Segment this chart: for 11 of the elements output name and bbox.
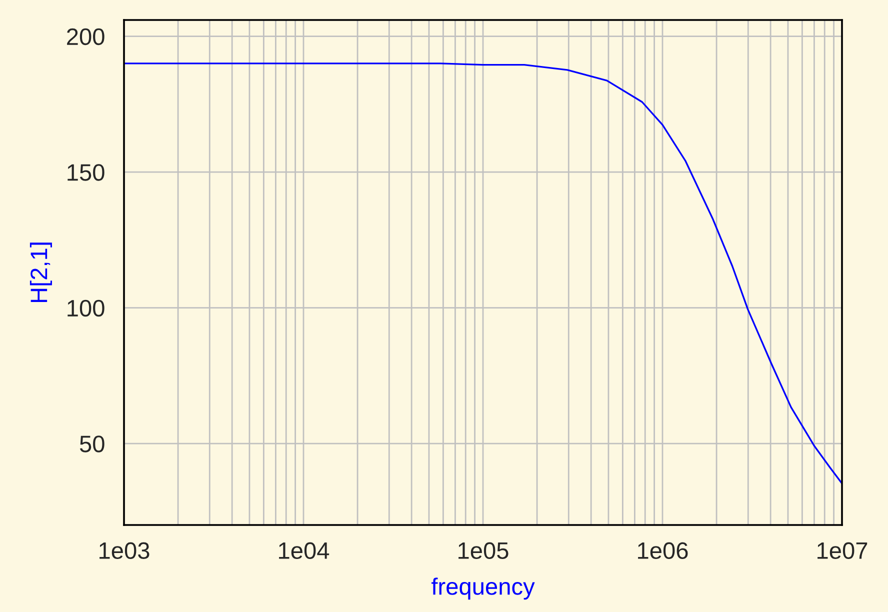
y-axis-title: H[2,1] [30, 242, 52, 302]
x-tick-label: 1e03 [100, 542, 150, 560]
x-tick-label: 1e05 [458, 542, 508, 560]
y-tick-label: 200 [67, 28, 104, 46]
y-tick-label: 50 [80, 436, 104, 452]
y-tick-label: 150 [68, 164, 104, 181]
x-tick-label: 1e04 [279, 542, 330, 560]
x-tick-label: 1e06 [638, 542, 688, 560]
x-axis-title: frequency [431, 578, 535, 600]
x-tick-label: 1e07 [818, 542, 868, 560]
y-tick-label: 100 [68, 300, 104, 317]
